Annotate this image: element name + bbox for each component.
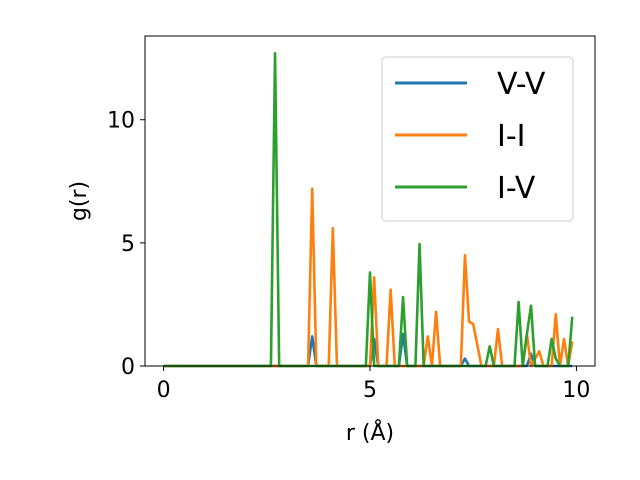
y-tick-label: 5 xyxy=(121,232,135,257)
y-axis-label: g(r) xyxy=(67,181,92,221)
legend: V-V I-I I-V xyxy=(381,56,574,222)
x-tick-label: 0 xyxy=(157,378,171,403)
y-tick-label: 10 xyxy=(107,109,135,134)
legend-label: I-V xyxy=(497,171,536,206)
y-tick-label: 0 xyxy=(121,355,135,380)
x-axis-label: r (Å) xyxy=(346,419,394,446)
legend-label: V-V xyxy=(497,67,546,102)
x-tick-label: 10 xyxy=(562,378,590,403)
x-axis: 0 5 10 xyxy=(157,366,590,403)
legend-box xyxy=(381,56,574,222)
x-tick-label: 5 xyxy=(363,378,377,403)
y-axis: 0 5 10 xyxy=(107,109,145,380)
legend-label: I-I xyxy=(497,119,526,154)
series-line-i-v xyxy=(163,51,574,368)
